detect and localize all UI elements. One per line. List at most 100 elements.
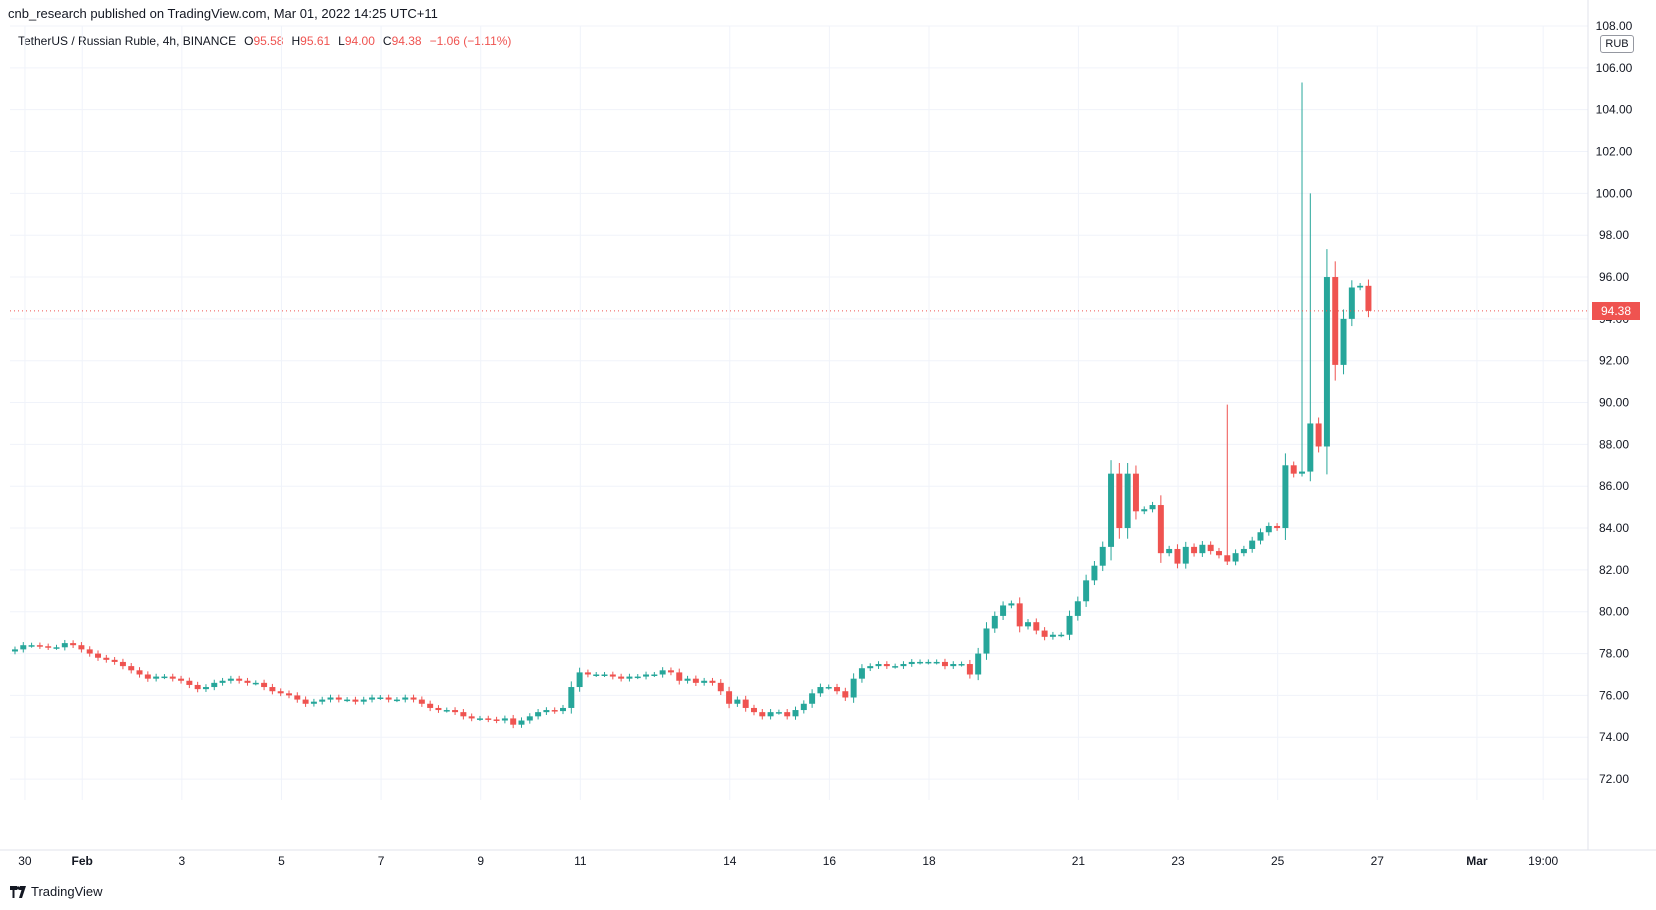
- time-tick-label: 19:00: [1528, 854, 1558, 868]
- candle-body: [1232, 553, 1239, 562]
- candle-body: [1199, 544, 1206, 554]
- candle-body: [958, 664, 965, 666]
- candle-body: [792, 710, 799, 717]
- candle-body: [975, 653, 982, 675]
- candle-body: [1091, 565, 1098, 581]
- price-tick-label: 100.00: [1596, 186, 1633, 200]
- candle-body: [858, 668, 865, 679]
- close-label: C: [382, 34, 392, 48]
- candle-body: [709, 680, 716, 683]
- candle-body: [1108, 473, 1115, 547]
- candle-body: [1149, 505, 1156, 510]
- candle-body: [667, 670, 674, 673]
- candle-body: [53, 647, 60, 649]
- candle-body: [767, 712, 774, 717]
- candle-body: [518, 720, 525, 725]
- tradingview-brand[interactable]: TradingView: [10, 884, 103, 899]
- price-tick-label: 106.00: [1596, 61, 1633, 75]
- time-tick-label: 21: [1072, 854, 1086, 868]
- time-tick-label: 7: [378, 854, 385, 868]
- candle-body: [70, 643, 77, 646]
- candle-body: [1041, 630, 1048, 637]
- time-tick-label: 5: [278, 854, 285, 868]
- candle-body: [86, 649, 93, 654]
- candle-body: [119, 661, 126, 667]
- price-tick-label: 102.00: [1596, 145, 1633, 159]
- candle-body: [643, 674, 650, 677]
- price-tick-label: 84.00: [1599, 521, 1629, 535]
- candle-body: [1016, 603, 1023, 627]
- candle-body: [825, 687, 832, 689]
- candle-body: [493, 719, 500, 721]
- candle-body: [11, 649, 18, 652]
- candle-body: [360, 699, 367, 702]
- candle-body: [136, 670, 143, 675]
- price-tick-label: 82.00: [1599, 563, 1629, 577]
- price-tick-label: 86.00: [1599, 479, 1629, 493]
- candle-body: [103, 657, 110, 660]
- candle-body: [1315, 423, 1322, 447]
- candle-body: [535, 712, 542, 717]
- candle-body: [1274, 525, 1281, 529]
- candle-body: [941, 661, 948, 667]
- candle-body: [1008, 603, 1015, 606]
- candle-body: [385, 697, 392, 700]
- candle-body: [842, 691, 849, 698]
- candle-body: [510, 718, 517, 725]
- candle-body: [244, 680, 251, 683]
- price-tick-label: 98.00: [1599, 228, 1629, 242]
- candle-body: [1307, 423, 1314, 472]
- candle-body: [227, 678, 234, 681]
- candle-body: [1124, 473, 1131, 529]
- time-tick-label: 9: [477, 854, 484, 868]
- time-tick-label: 11: [574, 854, 587, 868]
- candle-body: [1340, 318, 1347, 365]
- price-tick-label: 88.00: [1599, 437, 1629, 451]
- candle-body: [1224, 555, 1231, 562]
- price-tick-label: 80.00: [1599, 605, 1629, 619]
- candle-body: [593, 674, 600, 676]
- candle-body: [402, 697, 409, 700]
- candle-body: [651, 674, 658, 676]
- candle-body: [883, 664, 890, 667]
- candle-body: [501, 718, 508, 721]
- candle-body: [784, 712, 791, 717]
- candle-body: [1265, 525, 1272, 533]
- candle-body: [551, 710, 558, 712]
- candle-body: [1240, 548, 1247, 554]
- candle-body: [659, 670, 666, 675]
- time-tick-label: 14: [723, 854, 737, 868]
- candle-body: [775, 712, 782, 714]
- candle-body: [377, 697, 384, 699]
- candle-body: [560, 707, 566, 712]
- candle-body: [908, 661, 915, 665]
- candle-body: [277, 691, 284, 694]
- candle-body: [917, 661, 924, 664]
- candle-body: [1099, 546, 1106, 566]
- candle-body: [950, 664, 957, 667]
- candle-body: [809, 693, 816, 704]
- candle-body: [410, 697, 417, 700]
- candle-body: [576, 672, 583, 688]
- candle-body: [211, 682, 218, 688]
- candle-body: [144, 674, 151, 679]
- candle-body: [45, 646, 52, 648]
- candle-body: [1365, 285, 1372, 311]
- candle-body: [1074, 601, 1081, 616]
- candle-body: [875, 664, 882, 667]
- candle-body: [867, 666, 874, 669]
- candle-body: [294, 695, 301, 700]
- candle-body: [310, 701, 317, 704]
- candle-body: [169, 676, 176, 679]
- candle-body: [626, 676, 633, 679]
- candle-body: [28, 645, 35, 647]
- price-tick-label: 78.00: [1599, 647, 1629, 661]
- candle-body: [1049, 634, 1056, 637]
- currency-badge[interactable]: RUB: [1600, 35, 1634, 53]
- tradingview-logo-icon: [10, 885, 26, 898]
- candle-body: [584, 672, 591, 675]
- candle-body: [111, 659, 118, 662]
- candle-body: [1058, 634, 1065, 637]
- candle-body: [1000, 605, 1007, 616]
